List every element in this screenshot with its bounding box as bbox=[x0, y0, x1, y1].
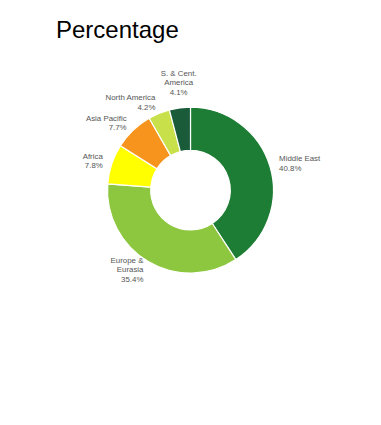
svg-text:S. & Cent.America4.1%: S. & Cent.America4.1% bbox=[161, 69, 197, 97]
svg-text:Africa7.8%: Africa7.8% bbox=[83, 152, 104, 170]
svg-text:Europe &Eurasia35.4%: Europe &Eurasia35.4% bbox=[111, 256, 145, 284]
html-text:Percentage: Percentage bbox=[56, 16, 179, 43]
svg-text:Middle East40.8%: Middle East40.8% bbox=[279, 154, 321, 172]
svg-text:North America4.2%: North America4.2% bbox=[105, 93, 156, 111]
svg-text:Asia Pacific7.7%: Asia Pacific7.7% bbox=[86, 114, 127, 132]
